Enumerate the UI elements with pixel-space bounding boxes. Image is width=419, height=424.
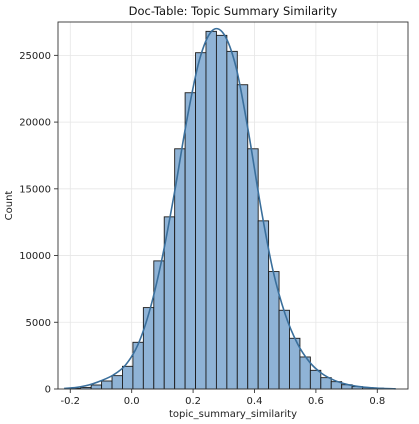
- x-tick-label: 0.6: [308, 396, 324, 407]
- histogram-bar: [205, 30, 217, 390]
- x-tick-label: 0.2: [185, 396, 201, 407]
- x-tick-label: 0.4: [247, 396, 263, 407]
- y-tick-label: 10000: [19, 251, 51, 262]
- histogram-bar: [184, 92, 196, 390]
- y-tick-label: 20000: [19, 118, 51, 129]
- histogram-bar: [132, 341, 144, 390]
- y-tick-label: 25000: [19, 51, 51, 62]
- y-tick-label: 5000: [26, 318, 51, 329]
- histogram-bar: [142, 307, 155, 390]
- histogram-bar: [90, 384, 103, 390]
- plot-frame: [57, 21, 409, 390]
- histogram-bar: [111, 375, 123, 390]
- histogram-bar: [236, 84, 249, 390]
- histogram-bar: [122, 365, 134, 390]
- x-axis-ticks: -0.2 0.0 0.2 0.4 0.6 0.8: [61, 389, 385, 407]
- histogram-bar: [215, 34, 228, 390]
- histogram-bar: [195, 52, 207, 390]
- x-tick-label: 0.8: [369, 396, 385, 407]
- y-axis-label: Count: [4, 191, 15, 221]
- histogram-bar: [309, 369, 322, 390]
- histogram-bar: [101, 380, 113, 390]
- histogram-bar: [153, 260, 165, 390]
- y-tick-label: 15000: [19, 184, 51, 195]
- y-tick-label: 0: [45, 385, 51, 396]
- kde-curve: [64, 27, 396, 390]
- y-axis-ticks: 0 5000 10000 15000 20000 25000: [19, 51, 58, 396]
- chart-title: Doc-Table: Topic Summary Similarity: [129, 4, 338, 18]
- histogram-bar: [320, 377, 332, 390]
- kde-curve-layer: [64, 27, 396, 390]
- histogram-bar: [226, 50, 238, 390]
- x-tick-label: -0.2: [61, 396, 81, 407]
- x-tick-label: 0.0: [124, 396, 140, 407]
- histogram-bar: [257, 220, 270, 390]
- histogram-bars: [69, 30, 384, 390]
- x-axis-label: topic_summary_similarity: [169, 409, 297, 420]
